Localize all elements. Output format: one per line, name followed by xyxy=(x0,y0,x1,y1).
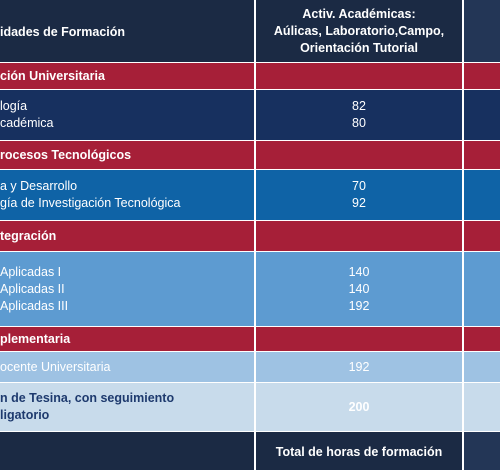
cell xyxy=(0,432,254,470)
table-row: logía cadémica 82 80 xyxy=(0,90,500,140)
cell: plementaria xyxy=(0,327,254,351)
cell: Activ. Académicas: Aúlicas, Laboratorio,C… xyxy=(256,0,462,62)
section-title: ción Universitaria xyxy=(0,68,105,83)
table-row: a y Desarrollo gía de Investigación Tecno… xyxy=(0,170,500,220)
cell: 82 80 xyxy=(256,90,462,140)
cell: logía cadémica xyxy=(0,90,254,140)
cell xyxy=(464,90,500,140)
row-label: logía xyxy=(0,99,28,113)
row-value: 192 xyxy=(348,359,370,374)
cell: ción Universitaria xyxy=(0,63,254,89)
table-row: ocente Universitaria 192 xyxy=(0,352,500,382)
cell: Aplicadas I Aplicadas II Aplicadas III xyxy=(0,252,254,326)
row-label: gía de Investigación Tecnológica xyxy=(0,196,181,210)
table-row: rocesos Tecnológicos xyxy=(0,141,500,169)
row-value: 70 xyxy=(352,179,366,193)
row-value: 140 xyxy=(348,264,370,279)
row-value: 192 xyxy=(348,298,370,313)
row-label: Aplicadas II xyxy=(0,281,65,296)
cell: rocesos Tecnológicos xyxy=(0,141,254,169)
cell xyxy=(256,141,462,169)
header-label: Orientación Tutorial xyxy=(300,40,418,55)
row-value: 200 xyxy=(348,399,370,414)
table-row: Aplicadas I Aplicadas II Aplicadas III 140 1… xyxy=(0,252,500,326)
cell: Total de horas de formación xyxy=(256,432,462,470)
cell: 200 xyxy=(256,383,462,431)
cell xyxy=(464,0,500,62)
cell: 140 140 192 xyxy=(256,252,462,326)
row-label: cadémica xyxy=(0,116,54,130)
row-value: 80 xyxy=(352,116,366,130)
row-label: Aplicadas I xyxy=(0,264,62,279)
cell: idades de Formación xyxy=(0,0,254,62)
cell xyxy=(256,221,462,251)
row-value: 92 xyxy=(352,196,366,210)
row-label: a y Desarrollo xyxy=(0,179,78,193)
cell xyxy=(464,383,500,431)
header-label: Aúlicas, Laboratorio,Campo, xyxy=(273,23,445,38)
section-title: plementaria xyxy=(0,331,71,346)
table-row: n de Tesina, con seguimiento ligatorio 200 xyxy=(0,383,500,431)
cell: a y Desarrollo gía de Investigación Tecno… xyxy=(0,170,254,220)
row-value: 140 xyxy=(348,281,370,296)
cell xyxy=(464,252,500,326)
cell: ocente Universitaria xyxy=(0,352,254,382)
cell xyxy=(464,432,500,470)
row-label: ocente Universitaria xyxy=(0,359,111,374)
table-row: Total de horas de formación xyxy=(0,432,500,470)
cell: 70 92 xyxy=(256,170,462,220)
header-label: Activ. Académicas: xyxy=(302,6,416,21)
cell xyxy=(464,63,500,89)
cell xyxy=(256,63,462,89)
table-row: tegración xyxy=(0,221,500,251)
table-row: plementaria xyxy=(0,327,500,351)
table-row: idades de Formación Activ. Académicas: Aúl… xyxy=(0,0,500,62)
cell xyxy=(464,141,500,169)
section-title: rocesos Tecnológicos xyxy=(0,147,132,162)
row-label: n de Tesina, con seguimiento xyxy=(0,391,175,405)
cell xyxy=(464,221,500,251)
footer-label: Total de horas de formación xyxy=(275,444,443,459)
cell: 192 xyxy=(256,352,462,382)
header-label: idades de Formación xyxy=(0,24,126,39)
row-label: ligatorio xyxy=(0,408,50,422)
row-value: 82 xyxy=(352,99,366,113)
table-row: ción Universitaria xyxy=(0,63,500,89)
cell: n de Tesina, con seguimiento ligatorio xyxy=(0,383,254,431)
cell xyxy=(464,352,500,382)
row-label: Aplicadas III xyxy=(0,298,69,313)
cell xyxy=(464,170,500,220)
section-title: tegración xyxy=(0,228,57,243)
cell: tegración xyxy=(0,221,254,251)
cell xyxy=(256,327,462,351)
cell xyxy=(464,327,500,351)
